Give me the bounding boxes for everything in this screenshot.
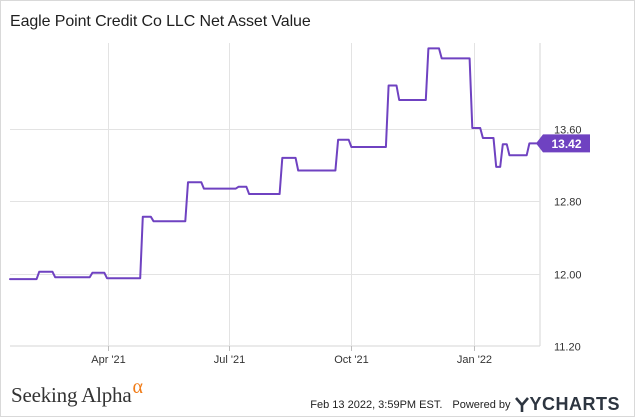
- grid-layer: [10, 43, 541, 351]
- y-tick-label: 11.20: [554, 342, 581, 354]
- powered-by-label: Powered by: [452, 398, 511, 411]
- y-tick-label: 12.80: [554, 197, 582, 209]
- timestamp: Feb 13 2022, 3:59PM EST.: [310, 398, 443, 411]
- y-tick-label: 12.00: [554, 270, 582, 282]
- label-layer: 11.20 12.00 12.80 13.60 Apr '21 Jul '21 Oct '2…: [91, 125, 590, 366]
- seeking-alpha-wordmark: Seeking Alpha: [11, 383, 132, 407]
- x-tick-label: Apr '21: [91, 354, 126, 366]
- x-tick-label: Jul '21: [214, 354, 245, 366]
- x-tick-label: Jan '22: [457, 354, 492, 366]
- last-value-label: 13.42: [551, 137, 581, 151]
- ycharts-logo[interactable]: YCHARTS: [515, 394, 620, 415]
- chart-title: Eagle Point Credit Co LLC Net Asset Valu…: [10, 13, 311, 30]
- seeking-alpha-logo: Seeking Alpha α: [11, 376, 143, 408]
- last-value-badge: [536, 134, 590, 153]
- series-layer: [9, 47, 541, 281]
- x-tick-label: Oct '21: [334, 354, 369, 366]
- alpha-icon: α: [132, 376, 143, 398]
- ycharts-y-icon: [515, 396, 530, 412]
- ycharts-wordmark: YCHARTS: [529, 394, 620, 414]
- nav-series-line: [9, 47, 541, 281]
- y-tick-label: 13.60: [554, 125, 582, 137]
- chart-footer: Feb 13 2022, 3:59PM EST. Powered by YCHA…: [310, 394, 622, 415]
